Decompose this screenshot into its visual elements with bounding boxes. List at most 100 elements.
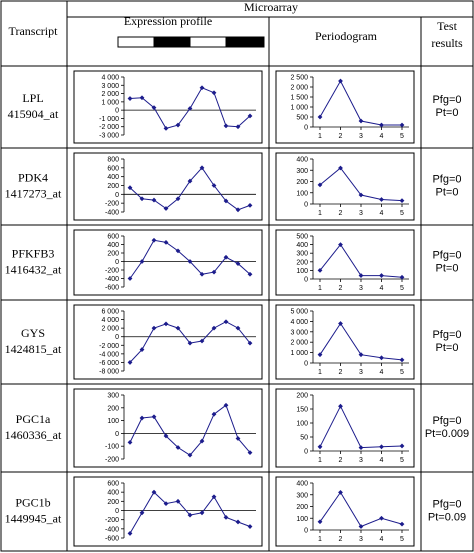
data-point [317, 352, 323, 358]
data-point [139, 510, 145, 516]
y-tick-label: -3 000 [99, 133, 119, 140]
y-tick-label: 1 000 [290, 350, 308, 357]
data-point [187, 106, 193, 111]
x-tick-label: 4 [380, 369, 384, 376]
test-result-pt: Pt=0.09 [428, 512, 466, 524]
x-tick-label: 3 [359, 285, 363, 292]
y-tick-label: 500 [296, 234, 308, 241]
expression-chart-frame [73, 229, 263, 296]
y-tick-label: 200 [296, 504, 308, 511]
y-tick-label: 400 [107, 490, 119, 497]
x-tick-label: 1 [318, 210, 322, 217]
gene-name: LPL [22, 91, 43, 105]
periodogram-chart-frame [275, 476, 415, 547]
probe-id: 415904_at [8, 107, 59, 121]
time-bar-dark-2 [225, 36, 265, 48]
header-periodogram: Periodogram [315, 29, 378, 43]
y-tick-label: 400 [107, 242, 119, 249]
data-point [211, 494, 217, 500]
y-tick-label: 0 [115, 431, 119, 438]
y-tick-label: 0 [304, 361, 308, 368]
x-tick-label: 3 [359, 369, 363, 376]
y-tick-label: 1 000 [101, 99, 119, 106]
data-point [399, 198, 405, 204]
periodogram-chart-frame [275, 304, 415, 380]
data-point [247, 271, 253, 277]
data-point [139, 415, 145, 421]
test-result-pfg: Pfg=0 [432, 415, 461, 427]
y-tick-label: 150 [296, 407, 308, 414]
data-point [175, 122, 181, 128]
data-point [338, 403, 343, 409]
y-tick-label: 200 [107, 183, 119, 190]
data-point [187, 259, 193, 264]
data-point [211, 411, 217, 417]
y-tick-label: -400 [105, 526, 119, 533]
data-point [163, 206, 169, 211]
expression-chart: 600 400 200 0 -200 -400 -600 [73, 476, 263, 547]
data-point [151, 105, 157, 111]
expression-chart-frame [73, 304, 263, 380]
data-point [187, 512, 193, 518]
data-point [199, 165, 205, 171]
y-tick-label: -2 000 [99, 124, 119, 131]
probe-id: 1417273_at [5, 187, 62, 201]
x-tick-label: 2 [339, 285, 343, 292]
data-point [379, 355, 384, 361]
data-point [399, 357, 405, 363]
data-point [151, 414, 157, 420]
x-tick-label: 1 [318, 285, 322, 292]
y-tick-label: 0 [115, 508, 119, 515]
data-point [187, 178, 193, 184]
data-point [247, 524, 253, 529]
data-point [379, 197, 384, 202]
y-tick-label: 100 [107, 418, 119, 425]
y-tick-label: 0 [304, 449, 308, 456]
data-point [175, 498, 181, 504]
x-tick-label: 4 [380, 457, 384, 464]
data-point [317, 268, 323, 273]
y-tick-label: 1 500 [290, 95, 308, 102]
data-point [235, 436, 241, 441]
data-point [175, 445, 181, 450]
data-point [163, 125, 169, 131]
x-tick-label: 5 [400, 133, 404, 140]
y-tick-label: 0 [115, 334, 119, 341]
data-point [223, 254, 229, 260]
data-point [151, 489, 157, 495]
data-point [235, 261, 241, 267]
test-result-pfg: Pfg=0 [432, 94, 461, 106]
y-tick-label: 3 000 [101, 83, 119, 90]
periodogram-chart-frame [275, 70, 415, 144]
data-point [235, 207, 241, 213]
test-result-pt: Pt=0 [436, 107, 459, 119]
y-tick-label: 2 000 [290, 340, 308, 347]
table-row: PFKFB31416432_atPfg=0Pt=06004002000-200-… [5, 229, 462, 296]
data-point [358, 273, 364, 278]
y-tick-label: 0 [115, 192, 119, 199]
x-tick-label: 4 [380, 285, 384, 292]
x-tick-label: 5 [400, 285, 404, 292]
y-tick-label: 300 [296, 251, 308, 258]
gene-name: GYS [21, 326, 45, 340]
data-point [139, 347, 145, 352]
data-point [199, 510, 205, 516]
periodogram-chart: 400 300 200 100 0 1 2 3 4 5 [275, 476, 415, 547]
data-point [317, 182, 323, 188]
data-point [199, 438, 205, 444]
time-bar [117, 36, 265, 48]
data-point [211, 269, 217, 275]
data-point [127, 276, 133, 281]
test-result-pfg: Pfg=0 [432, 174, 461, 186]
test-result-pt: Pt=0.009 [425, 428, 469, 440]
data-point [223, 319, 229, 325]
y-tick-label: -100 [105, 444, 119, 451]
gene-name: PFKFB3 [12, 247, 55, 261]
gene-name: PDK4 [18, 171, 48, 185]
x-tick-label: 3 [359, 210, 363, 217]
